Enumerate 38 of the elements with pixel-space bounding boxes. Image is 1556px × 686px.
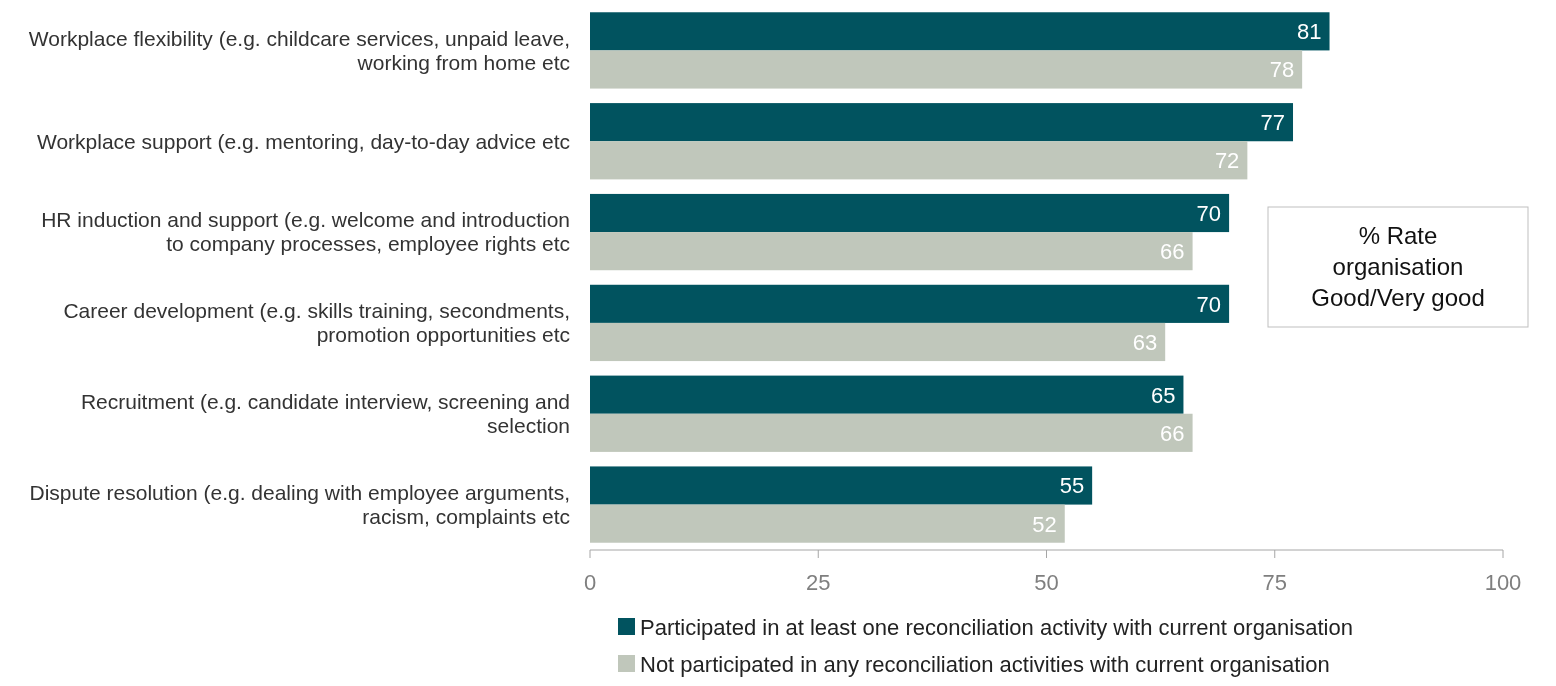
data-label: 70 <box>1196 291 1222 317</box>
bar <box>590 322 1166 362</box>
bar <box>590 413 1193 452</box>
bar <box>590 141 1248 180</box>
y-tick-label: HR induction and support (e.g. welcome and introduction to company processes, employee rights etc <box>41 208 570 256</box>
bar <box>590 103 1294 142</box>
data-label: 78 <box>1269 57 1295 83</box>
x-tick-label: 0 <box>583 570 597 595</box>
x-tick-label: 50 <box>1034 570 1059 595</box>
data-label: 72 <box>1214 148 1240 174</box>
bar <box>590 375 1184 414</box>
bar <box>590 193 1230 233</box>
data-label: 52 <box>1032 511 1057 537</box>
y-tick-label: Workplace flexibility (e.g. childcare services, unpaid leave, working from home etc <box>28 26 570 74</box>
annotation: % Rate organisation Good/Very good <box>1311 222 1485 312</box>
data-label: 81 <box>1297 19 1322 45</box>
bar <box>590 232 1193 271</box>
y-tick-label: Career development (e.g. skills training, secondments, promotion opportunities etc <box>63 299 570 347</box>
data-label: 66 <box>1160 420 1185 446</box>
legend-label: Participated in at least one reconciliation activity with current organisation <box>640 614 1353 640</box>
x-tick-label: 100 <box>1484 570 1522 595</box>
y-tick-label: Workplace support (e.g. mentoring, day-to-day advice etc <box>36 129 570 153</box>
y-tick-label: Dispute resolution (e.g. dealing with employee arguments, racism, complaints etc <box>29 480 570 528</box>
data-label: 55 <box>1059 473 1085 499</box>
bar <box>590 284 1230 323</box>
bar <box>590 504 1065 543</box>
data-label: 65 <box>1150 382 1176 408</box>
bar <box>590 12 1330 51</box>
data-label: 66 <box>1160 239 1185 265</box>
data-label: 70 <box>1196 200 1222 226</box>
legend-label: Not participated in any reconciliation activities with current organisation <box>640 651 1330 677</box>
x-tick-label: 75 <box>1262 570 1287 595</box>
bar <box>590 50 1303 89</box>
y-tick-label: Recruitment (e.g. candidate interview, screening and selection <box>80 390 570 438</box>
bar <box>590 466 1093 505</box>
data-label: 77 <box>1260 110 1286 136</box>
x-tick-label: 25 <box>806 570 831 595</box>
data-label: 63 <box>1132 329 1158 355</box>
